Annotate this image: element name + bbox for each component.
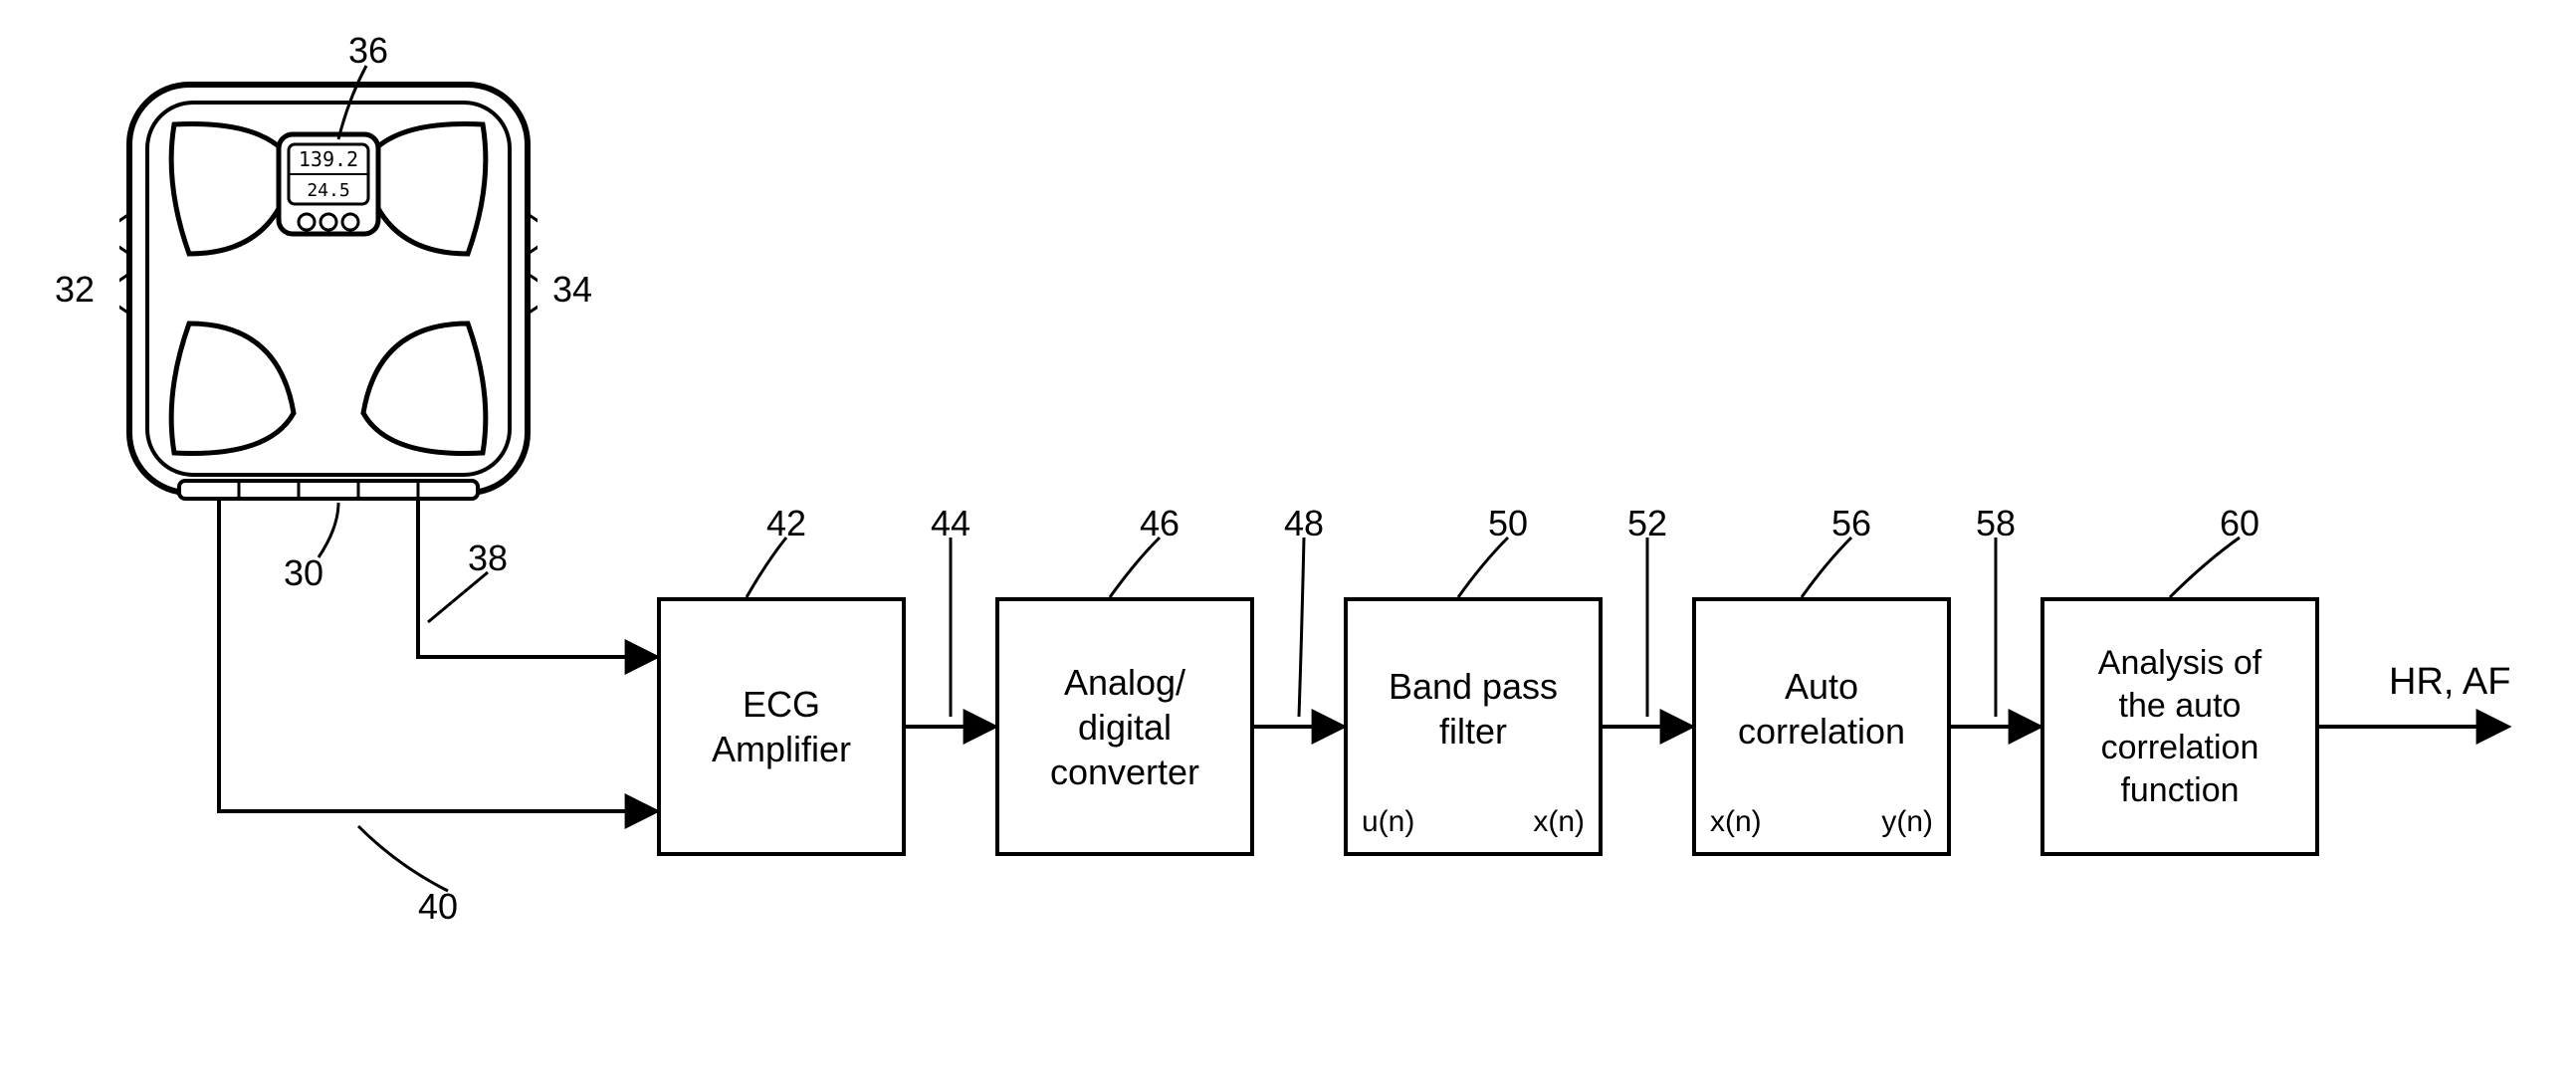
leader-60 bbox=[2170, 538, 2240, 597]
signal-flow-diagram: 139.2 24.5 ECGAmplifier Analog/digitalco… bbox=[0, 0, 2576, 1078]
leader-30 bbox=[319, 503, 338, 557]
lead-40-path bbox=[219, 498, 657, 811]
lead-38-path bbox=[418, 498, 657, 657]
leader-48 bbox=[1299, 538, 1304, 717]
leader-50 bbox=[1458, 538, 1508, 597]
leader-46 bbox=[1110, 538, 1160, 597]
leader-40 bbox=[358, 826, 448, 891]
leader-42 bbox=[747, 538, 786, 597]
leader-38 bbox=[428, 572, 488, 622]
connectors-overlay bbox=[0, 0, 2576, 1078]
leader-56 bbox=[1802, 538, 1851, 597]
leader-36 bbox=[338, 66, 366, 139]
